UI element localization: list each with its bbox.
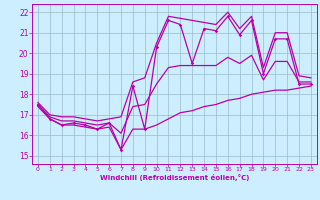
- X-axis label: Windchill (Refroidissement éolien,°C): Windchill (Refroidissement éolien,°C): [100, 174, 249, 181]
